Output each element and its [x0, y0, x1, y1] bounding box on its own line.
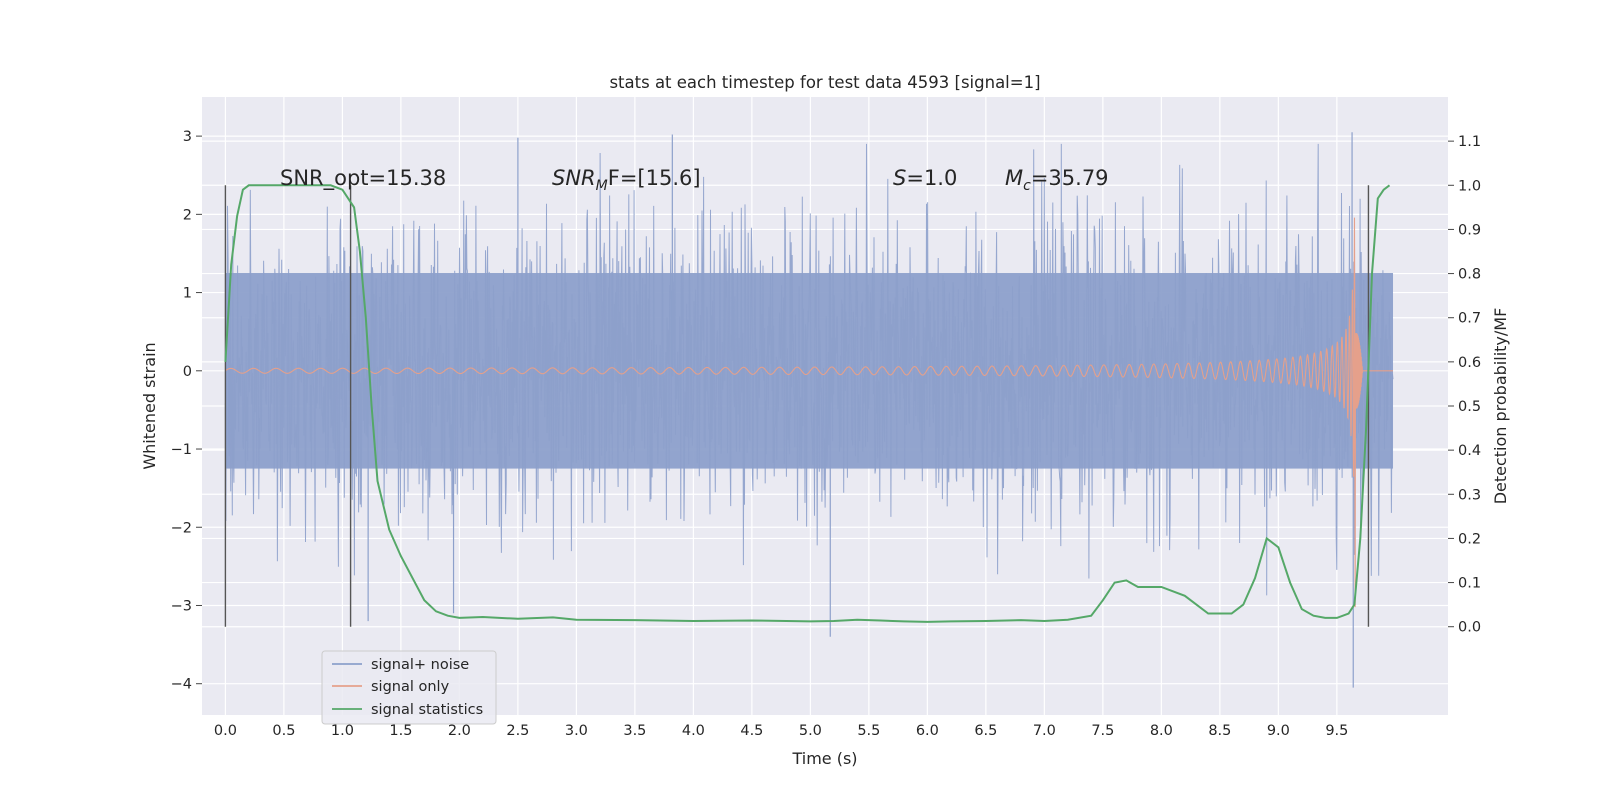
x-tick-label: 0.0: [214, 723, 237, 739]
legend-label-signal-only: signal only: [371, 679, 450, 695]
x-tick-label: 3.5: [623, 723, 646, 739]
y2-tick-label: 0.0: [1458, 620, 1481, 636]
annotation-snr-mf-value: F=[15.6]: [608, 166, 701, 190]
x-tick-label: 6.5: [974, 723, 997, 739]
y2-tick-label: 0.2: [1458, 531, 1481, 547]
y-tick-label: −2: [171, 520, 192, 536]
annotation-mc-subscript: c: [1023, 178, 1031, 194]
y-tick-label: 3: [183, 129, 192, 145]
y-axis-ticks: 3 2 1 0 −1 −2 −3 −4: [171, 129, 202, 693]
legend-label-signal-noise: signal+ noise: [371, 657, 469, 673]
y2-tick-label: 0.8: [1458, 267, 1481, 283]
y-tick-label: 2: [183, 207, 192, 223]
legend: signal+ noise signal only signal statist…: [321, 650, 497, 725]
signal-noise-series: [224, 132, 1394, 688]
x-tick-label: 9.0: [1267, 723, 1290, 739]
y2-tick-label: 0.6: [1458, 355, 1481, 371]
annotation-mc-symbol: M: [1005, 166, 1023, 190]
annotation-snr-mf-subscript: M: [596, 178, 608, 194]
legend-label-signal-statistics: signal statistics: [371, 702, 483, 718]
x-tick-label: 8.0: [1150, 723, 1173, 739]
annotation-s: S=1.0: [893, 166, 957, 190]
y-tick-label: −3: [171, 598, 192, 614]
annotation-s-symbol: S: [893, 166, 906, 190]
x-tick-label: 7.5: [1091, 723, 1114, 739]
x-tick-label: 9.5: [1325, 723, 1348, 739]
annotation-snr-mf: SNRMF=[15.6]: [552, 166, 701, 194]
annotations: SNR_opt=15.38 SNRMF=[15.6] S=1.0 Mc=35.7…: [280, 166, 1109, 194]
x-tick-label: 5.0: [799, 723, 822, 739]
x-tick-label: 2.5: [506, 723, 529, 739]
y2-tick-label: 0.9: [1458, 222, 1481, 238]
chart-title: stats at each timestep for test data 459…: [609, 73, 1040, 92]
y2-tick-label: 0.3: [1458, 487, 1481, 503]
x-tick-label: 0.5: [272, 723, 295, 739]
x-tick-label: 7.0: [1033, 723, 1056, 739]
annotation-s-value: =1.0: [906, 166, 957, 190]
y2-tick-label: 1.0: [1458, 178, 1481, 194]
y-tick-label: 0: [183, 364, 192, 380]
y2-axis-ticks: 1.1 1.0 0.9 0.8 0.7 0.6 0.5 0.4 0.3 0.2 0.1 0.0: [1448, 134, 1481, 636]
y2-tick-label: 0.1: [1458, 576, 1481, 592]
x-tick-label: 2.0: [448, 723, 471, 739]
y-tick-label: −1: [171, 442, 192, 458]
x-tick-label: 1.5: [389, 723, 412, 739]
y2-tick-label: 0.7: [1458, 311, 1481, 327]
vertical-markers: [224, 185, 1370, 627]
annotation-mc-value: =35.79: [1031, 166, 1109, 190]
signal-noise-line: [224, 143, 1394, 596]
signal-statistics-series: [224, 184, 1391, 623]
signal-only-line: [225, 217, 1394, 608]
x-tick-label: 4.5: [740, 723, 763, 739]
y-tick-label: 1: [183, 286, 192, 302]
signal-statistics-line: [224, 184, 1391, 623]
y-tick-label: −4: [171, 677, 192, 693]
x-tick-label: 6.0: [916, 723, 939, 739]
x-tick-label: 5.5: [857, 723, 880, 739]
x-tick-label: 1.0: [331, 723, 354, 739]
x-tick-label: 4.0: [682, 723, 705, 739]
x-tick-label: 8.5: [1208, 723, 1231, 739]
signal-only-series: [225, 217, 1394, 608]
x-axis-ticks: 0.0 0.5 1.0 1.5 2.0 2.5 3.0 3.5 4.0 4.5 5.0 5.5 6.0 6…: [214, 723, 1349, 739]
annotation-snr-mf-symbol: SNR: [552, 166, 596, 190]
y2-tick-label: 0.5: [1458, 399, 1481, 415]
legend-box: [321, 650, 497, 725]
y2-axis-label: Detection probability/MF: [1491, 308, 1510, 505]
y2-tick-label: 1.1: [1458, 134, 1481, 150]
x-tick-label: 3.0: [565, 723, 588, 739]
x-axis-label: Time (s): [791, 749, 857, 768]
y-axis-label: Whitened strain: [140, 342, 159, 469]
annotation-mc: Mc=35.79: [1005, 166, 1109, 194]
annotation-snr-opt: SNR_opt=15.38: [280, 166, 446, 191]
y2-tick-label: 0.4: [1458, 443, 1481, 459]
